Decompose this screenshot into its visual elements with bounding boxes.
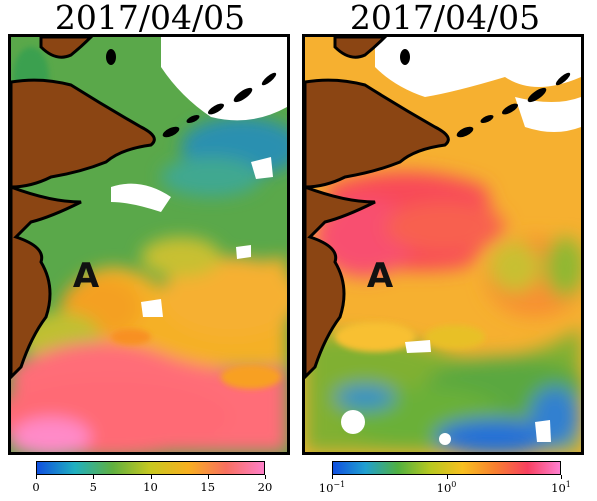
right-map-panel: A xyxy=(302,34,584,455)
left-map-panel: A xyxy=(8,34,290,455)
left-colorbar-tickmark xyxy=(265,475,266,479)
left-colorbar-tickmark xyxy=(207,475,209,479)
left-colorbar-tickmark xyxy=(36,475,37,479)
left-colorbar-tickmark xyxy=(150,475,152,479)
right-colorbar-tick-label: 100 xyxy=(436,480,457,495)
left-colorbar-tickmark xyxy=(93,475,95,479)
right-colorbar-tickmark xyxy=(446,475,448,479)
left-colorbar xyxy=(36,461,265,475)
right-map: A xyxy=(305,37,581,452)
right-land xyxy=(305,37,450,380)
left-colorbar-tick-label: 20 xyxy=(257,480,273,494)
right-colorbar xyxy=(332,461,561,475)
right-date-title: 2017/04/05 xyxy=(349,0,541,37)
left-date-title: 2017/04/05 xyxy=(54,0,246,37)
right-colorbar-tickmark xyxy=(332,475,333,479)
left-colorbar-tick-label: 10 xyxy=(143,480,158,494)
right-colorbar-tick-label: 10−1 xyxy=(318,480,346,495)
left-island-chain xyxy=(106,49,277,138)
left-colorbar-tick-label: 5 xyxy=(89,480,97,494)
right-island-chain xyxy=(400,49,571,138)
left-map: A xyxy=(11,37,287,452)
left-land xyxy=(11,37,156,380)
left-colorbar-tick-label: 15 xyxy=(200,480,216,494)
right-colorbar-tickmark xyxy=(561,475,562,479)
left-colorbar-tick-label: 0 xyxy=(32,480,40,494)
left-map-label: A xyxy=(73,256,100,296)
right-colorbar-tick-label: 101 xyxy=(551,480,571,495)
right-map-label: A xyxy=(367,256,394,296)
